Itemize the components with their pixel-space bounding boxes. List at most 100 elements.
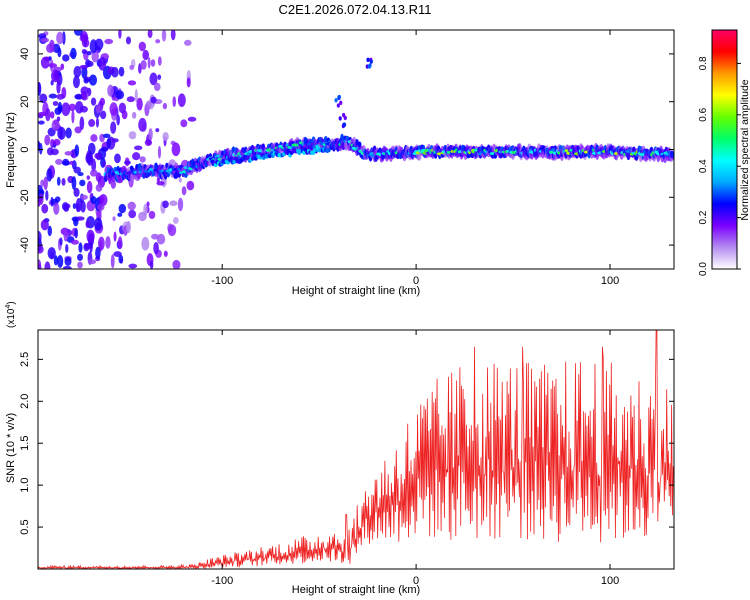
spectrogram-noise-blob (109, 102, 118, 116)
spectrogram-noise-blob (113, 231, 117, 242)
spectrogram-noise-blob (150, 96, 157, 104)
spectrogram-noise-blob (40, 56, 50, 69)
spectrogram-blob (342, 122, 347, 127)
spectrogram-noise-blob (132, 111, 137, 119)
spectrogram-y-label: Frequency (Hz) (5, 112, 17, 188)
spectrogram-noise-blob (115, 90, 125, 100)
spectrogram-noise-blob (60, 63, 65, 70)
spectrogram-noise-blob (187, 116, 197, 122)
spectrogram-noise-blob (128, 131, 137, 140)
spectrogram-noise-blob (61, 177, 66, 186)
spectrogram-noise-blob (87, 142, 96, 155)
spectrogram-noise-blob (184, 39, 192, 46)
spectrogram-noise-blob (94, 153, 101, 159)
spectrogram-noise-blob (89, 39, 98, 54)
spectrogram-noise-blob (83, 242, 90, 252)
spectrogram-noise-blob (80, 30, 89, 43)
spectrogram-noise-blob (118, 102, 127, 114)
spectrogram-noise-blob (95, 117, 99, 128)
spectrogram-noise-blob (85, 153, 93, 164)
snr-y-tick-label: 2.0 (19, 394, 31, 409)
spectrogram-noise-blob (65, 127, 72, 139)
spectrogram-noise-blob (156, 181, 165, 186)
spectrogram-noise-blob (64, 151, 73, 156)
spectrogram-noise-blob (95, 104, 101, 114)
spectrogram-noise-blob (80, 90, 88, 101)
spectrogram-noise-blob (86, 175, 91, 180)
spectrogram-noise-blob (62, 158, 70, 166)
spectrogram-noise-blob (56, 254, 64, 268)
spectrogram-noise-blob (47, 247, 56, 260)
spectrogram-noise-blob (40, 179, 45, 187)
spectrogram-noise-blob (186, 180, 195, 191)
spectrogram-noise-blob (75, 100, 84, 114)
spectrogram-noise-blob (150, 59, 156, 67)
spectrogram-noise-blob (50, 196, 54, 207)
spectrogram-noise-blob (140, 59, 147, 70)
spectrogram-noise-blob (50, 80, 54, 86)
spectrogram-noise-blob (65, 243, 69, 254)
spectrogram-noise-blob (69, 160, 74, 165)
spectrogram-noise-blob (177, 197, 184, 212)
spectrogram-noise-blob (100, 146, 109, 152)
spectrogram-branch-cell (232, 159, 237, 165)
spectrogram-noise-blob (128, 209, 137, 219)
spectrogram-noise-blob (172, 96, 177, 108)
spectrogram-noise-blob (71, 176, 77, 190)
spectrogram-panel: -100 0 100 -40 -20 0 20 40 Height of straight … (5, 29, 675, 297)
spectrogram-noise-blob (73, 66, 82, 78)
spectrogram-noise-blob (79, 64, 88, 70)
spectrogram-noise-blob (107, 84, 114, 97)
spectrogram-noise-blob (181, 186, 187, 196)
spectrogram-noise-blob (38, 230, 42, 244)
spectrogram-noise-blob (47, 225, 52, 237)
spectrogram-noise-blob (149, 260, 154, 269)
spectrogram-noise-blob (61, 102, 71, 117)
spectrogram-blob (337, 95, 341, 100)
spectrogram-noise-blob (48, 63, 58, 68)
spectrogram-noise-blob (149, 72, 158, 86)
spectrogram-blob (339, 100, 343, 106)
spectrogram-noise-blob (38, 259, 42, 269)
spectrogram-noise-blob (81, 49, 87, 55)
spectrogram-noise-blob (186, 77, 191, 88)
spectrogram-noise-blob (117, 212, 123, 217)
spectrogram-noise-blob (79, 179, 86, 187)
spectrogram-y-tick-label: -40 (19, 237, 31, 253)
snr-multiplier-base: (x10 (6, 308, 17, 328)
spectrogram-noise-blob (117, 236, 123, 250)
snr-marks (38, 330, 674, 569)
spectrogram-noise-blob (59, 237, 63, 246)
spectrogram-noise-blob (39, 93, 48, 104)
spectrogram-noise-blob (62, 54, 70, 62)
spectrogram-noise-blob (74, 126, 82, 134)
spectrogram-noise-blob (52, 101, 59, 107)
spectrogram-noise-blob (118, 254, 124, 264)
spectrogram-noise-blob (171, 142, 181, 157)
snr-x-tick-label: -100 (211, 575, 233, 587)
spectrogram-noise-blob (157, 74, 162, 80)
spectrogram-noise-blob (91, 50, 99, 63)
spectrogram-noise-blob (162, 102, 168, 110)
spectrogram-noise-blob (80, 194, 88, 200)
spectrogram-noise-blob (162, 200, 169, 209)
spectrogram-noise-blob (99, 110, 107, 120)
spectrogram-noise-blob (72, 75, 80, 89)
spectrogram-noise-blob (172, 259, 181, 269)
spectrogram-noise-blob (146, 201, 150, 207)
spectrogram-noise-blob (98, 56, 106, 71)
spectrogram-x-label: Height of straight line (km) (292, 285, 420, 297)
spectrogram-noise-blob (133, 145, 143, 151)
spectrogram-y-tick-label: 20 (19, 96, 31, 108)
spectrogram-noise-blob (129, 64, 135, 71)
spectrogram-branch-cell (327, 147, 331, 153)
spectrogram-noise-blob (45, 108, 51, 122)
spectrogram-blob (366, 57, 370, 63)
spectrogram-noise-blob (89, 241, 93, 253)
spectrogram-noise-blob (56, 93, 65, 100)
spectrogram-noise-blob (59, 126, 63, 140)
spectrogram-noise-blob (74, 144, 80, 157)
spectrogram-noise-blob (63, 227, 69, 242)
spectrogram-blob (336, 103, 340, 108)
spectrogram-noise-blob (106, 137, 112, 149)
